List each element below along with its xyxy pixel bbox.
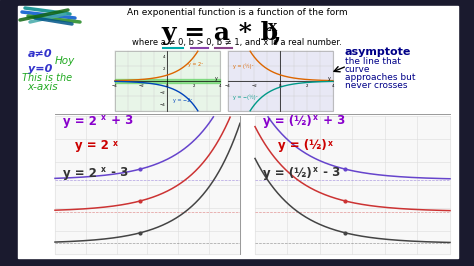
- Text: y = −(½)ˣ: y = −(½)ˣ: [233, 95, 258, 100]
- Text: - 3: - 3: [107, 167, 128, 180]
- Text: asymptote: asymptote: [345, 47, 411, 57]
- Text: x: x: [313, 165, 318, 174]
- Text: y = 2ˣ: y = 2ˣ: [189, 62, 204, 67]
- Text: where a ≠ 0, b > 0, b ≠ 1, and x is a real number.: where a ≠ 0, b > 0, b ≠ 1, and x is a re…: [132, 38, 342, 47]
- Text: 4: 4: [163, 55, 165, 59]
- Text: y = (½)ˣ: y = (½)ˣ: [233, 63, 254, 69]
- Text: curve: curve: [345, 64, 371, 73]
- Bar: [55, 116, 240, 254]
- Text: the line that: the line that: [345, 56, 401, 65]
- Text: −2: −2: [138, 84, 144, 88]
- Text: −4: −4: [225, 84, 231, 88]
- Text: y: y: [215, 76, 218, 81]
- Text: 4: 4: [219, 84, 221, 88]
- Text: y = −2ˣ: y = −2ˣ: [173, 98, 192, 103]
- Text: - 3: - 3: [319, 167, 340, 180]
- Text: −2: −2: [160, 91, 165, 95]
- Text: 2: 2: [163, 67, 165, 71]
- Bar: [115, 78, 220, 84]
- Text: x-axis: x-axis: [27, 82, 58, 92]
- Text: y = (½): y = (½): [278, 139, 327, 152]
- Text: 0: 0: [279, 84, 282, 88]
- Text: x: x: [268, 20, 277, 34]
- Text: x: x: [101, 165, 106, 174]
- Text: −4: −4: [112, 84, 118, 88]
- Text: −4: −4: [160, 103, 165, 107]
- Text: approaches but: approaches but: [345, 73, 416, 81]
- Text: 0: 0: [166, 84, 169, 88]
- Text: y = 2: y = 2: [63, 114, 97, 127]
- Text: x: x: [113, 139, 118, 148]
- Text: + 3: + 3: [107, 114, 133, 127]
- Text: a≠0: a≠0: [28, 49, 53, 59]
- Text: never crosses: never crosses: [345, 81, 408, 89]
- Text: −2: −2: [251, 84, 257, 88]
- Text: + 3: + 3: [319, 114, 345, 127]
- Bar: [115, 51, 220, 111]
- Text: 2: 2: [192, 84, 195, 88]
- Text: y = a * b: y = a * b: [162, 21, 279, 45]
- Text: x: x: [313, 114, 318, 123]
- Text: 2: 2: [306, 84, 308, 88]
- Text: This is the: This is the: [22, 73, 72, 83]
- Bar: [228, 51, 333, 111]
- Text: x: x: [328, 139, 333, 148]
- Bar: [255, 116, 450, 254]
- Text: 4: 4: [332, 84, 334, 88]
- Text: y = (½): y = (½): [263, 114, 312, 127]
- Text: x: x: [101, 114, 106, 123]
- Text: ,: ,: [273, 21, 282, 45]
- Text: y=0: y=0: [28, 64, 52, 74]
- Text: An exponential function is a function of the form: An exponential function is a function of…: [127, 8, 347, 17]
- Text: y = 2: y = 2: [63, 167, 97, 180]
- Text: y = 2: y = 2: [75, 139, 109, 152]
- Bar: [228, 51, 333, 111]
- Text: y: y: [328, 76, 331, 81]
- Text: Hoy: Hoy: [55, 56, 75, 66]
- Bar: [115, 51, 220, 111]
- Text: y = (½): y = (½): [263, 167, 312, 180]
